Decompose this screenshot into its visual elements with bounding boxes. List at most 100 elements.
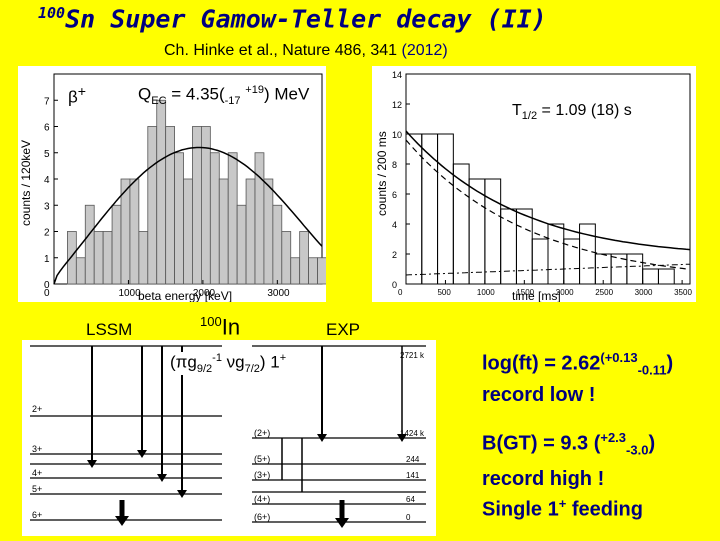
histogram-bar — [165, 126, 176, 285]
spin-label: 3+ — [32, 444, 42, 454]
x-tick-label: 3500 — [674, 288, 692, 297]
x-tick-label: 500 — [437, 288, 451, 297]
spin-label: (5+) — [254, 454, 270, 464]
y-axis-label: counts / 200 ms — [375, 131, 389, 216]
spin-label: 6+ — [32, 510, 42, 520]
histogram-bin — [610, 253, 628, 285]
spin-label: (2+) — [254, 428, 270, 438]
beta-spectrum-chart: 0 1 2 3 4 5 6 7 0 1000 2000 3000 counts / 120keV b… — [19, 73, 327, 303]
histogram-bar — [218, 178, 229, 285]
y-tick-label: 12 — [392, 100, 402, 110]
decay-curve-chart: 0 2 4 6 8 10 12 14 0 500 1000 1500 2000 2500 3000 3500… — [375, 70, 692, 303]
histogram-bar — [93, 231, 104, 285]
spin-label: (3+) — [254, 470, 270, 480]
x-axis-label: time [ms] — [512, 289, 561, 302]
feeding-note: Single 1+ feeding — [482, 496, 643, 521]
citation: Ch. Hinke et al., Nature 486, 341 (2012) — [164, 42, 448, 59]
level-scheme-panel: 2+ 3+ 4+ 5+ 6+ (2+) (5+) (3+) (4+) (6+) … — [22, 340, 436, 536]
energy-label: 64 — [406, 495, 415, 504]
y-tick-label: 0 — [392, 280, 397, 290]
y-axis-label: counts / 120keV — [19, 140, 33, 226]
histogram-bar — [192, 126, 202, 285]
x-tick-label: 3000 — [267, 288, 290, 299]
histogram-bar — [209, 152, 220, 285]
histogram-bar — [156, 99, 167, 285]
histogram-bar — [111, 204, 122, 285]
beta-spectrum-panel: 0 1 2 3 4 5 6 7 0 1000 2000 3000 counts / 120keV b… — [18, 66, 327, 303]
energy-label: 0 — [406, 513, 411, 522]
histogram-bin — [500, 208, 517, 285]
page-title: 100Sn Super Gamow-Teller decay (II) — [38, 4, 547, 34]
y-tick-label: 1 — [44, 254, 50, 265]
histogram-bar — [84, 204, 95, 285]
histogram-bar — [290, 257, 301, 285]
decay-curve-panel: 0 2 4 6 8 10 12 14 0 500 1000 1500 2000 2500 3000 3500… — [372, 66, 696, 303]
x-tick-label: 0 — [44, 288, 50, 299]
logft-value: log(ft) = 2.62(+0.13-0.11) — [482, 350, 674, 378]
configuration-label: (πg9/2-1 νg7/2) 1+ — [170, 352, 287, 376]
histogram-bin — [405, 133, 423, 285]
histogram-bar — [254, 152, 265, 285]
histogram-bar — [263, 178, 274, 285]
spin-label: (4+) — [254, 494, 270, 504]
exp-label: EXP — [326, 320, 361, 339]
spin-label: 5+ — [32, 484, 42, 494]
y-tick-label: 14 — [392, 70, 402, 80]
half-life-label: T1/2 = 1.09 (18) s — [512, 102, 632, 123]
histogram-bin — [515, 208, 533, 285]
histogram-bin — [547, 223, 565, 285]
y-tick-label: 7 — [44, 96, 50, 107]
histogram-bar — [245, 178, 256, 285]
y-tick-label: 4 — [392, 220, 397, 230]
lssm-label: LSSM — [86, 320, 133, 339]
y-tick-label: 4 — [44, 175, 50, 186]
y-tick-label: 8 — [392, 160, 397, 170]
histogram-bin — [594, 253, 612, 285]
histogram-bin — [531, 238, 549, 285]
histogram-bar — [102, 231, 113, 285]
y-tick-label: 0 — [44, 280, 50, 291]
energy-label: 141 — [406, 471, 420, 480]
histogram-bar — [138, 231, 149, 285]
histogram-bar — [308, 257, 318, 285]
histogram-bin — [642, 268, 659, 285]
y-tick-label: 5 — [44, 149, 50, 160]
x-tick-label: 2500 — [595, 288, 613, 297]
y-tick-label: 6 — [392, 190, 397, 200]
x-tick-label: 1500 — [516, 288, 534, 297]
energy-label: 2721 k — [400, 351, 425, 360]
x-tick-label: 2000 — [193, 288, 216, 299]
histogram-bar — [200, 126, 211, 285]
energy-label: 244 — [406, 455, 420, 464]
histogram-bar — [299, 231, 309, 285]
histogram-bar — [236, 204, 247, 285]
bgt-value: B(GT) = 9.3 (+2.3-3.0) — [482, 430, 656, 458]
spin-label: 2+ — [32, 404, 42, 414]
in100-label: 100In — [200, 314, 241, 340]
x-tick-label: 3000 — [635, 288, 653, 297]
histogram-bar — [67, 231, 77, 285]
histogram-bin — [437, 133, 454, 285]
histogram-bin — [563, 238, 581, 285]
histogram-bar — [281, 231, 292, 285]
histogram-bin — [657, 268, 675, 285]
histogram-bar — [183, 178, 193, 285]
histogram-bin — [484, 178, 502, 285]
bgt-note: record high ! — [482, 468, 605, 490]
energy-label: 1424 k — [400, 429, 425, 438]
spin-label: (6+) — [254, 512, 270, 522]
histogram-bar — [174, 152, 184, 285]
histogram-bar — [272, 204, 283, 285]
x-tick-label: 1000 — [477, 288, 495, 297]
histogram-bar — [75, 257, 86, 285]
x-tick-label: 1000 — [118, 288, 141, 299]
y-tick-label: 2 — [392, 250, 397, 260]
y-tick-label: 6 — [44, 123, 50, 134]
histogram-bar — [147, 126, 158, 285]
qec-label: QEC = 4.35(-17 +19) MeV — [138, 84, 310, 108]
y-tick-label: 10 — [392, 130, 402, 140]
spin-label: 4+ — [32, 468, 42, 478]
histogram-bin — [421, 133, 439, 285]
histogram-bin — [452, 163, 470, 285]
histogram-bin — [626, 253, 644, 285]
